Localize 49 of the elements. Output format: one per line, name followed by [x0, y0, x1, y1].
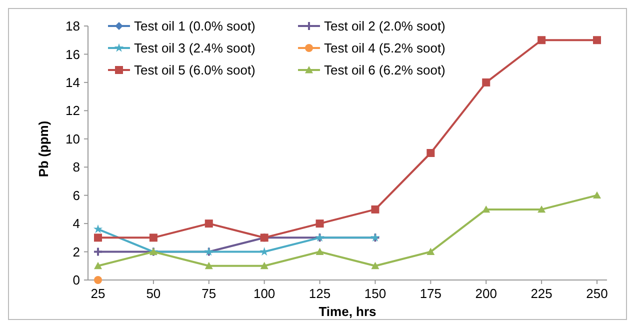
legend-label: Test oil 2 (2.0% soot) [324, 18, 446, 34]
x-tick-label: 175 [420, 286, 442, 301]
point [538, 36, 546, 44]
point [316, 248, 324, 255]
point [593, 191, 601, 199]
point [94, 234, 102, 242]
point [94, 248, 102, 256]
point [482, 78, 490, 86]
legend-label: Test oil 3 (2.4% soot) [134, 40, 256, 56]
y-tick-label: 0 [72, 272, 80, 288]
y-tick-label: 4 [72, 216, 80, 232]
y-axis-title: Pb (ppm) [36, 120, 51, 178]
y-tick-label: 18 [66, 18, 80, 34]
x-tick-label: 75 [202, 286, 216, 301]
x-tick-label: 200 [475, 286, 497, 301]
point [204, 262, 213, 270]
point [482, 205, 490, 213]
y-tick-label: 12 [66, 103, 80, 118]
y-tick-label: 8 [72, 160, 80, 175]
x-tick-label: 100 [253, 286, 276, 301]
x-tick-label: 25 [90, 286, 106, 301]
point [94, 262, 102, 270]
x-tick-label: 125 [308, 286, 331, 301]
y-tick-label: 16 [66, 46, 80, 62]
point [204, 220, 213, 228]
x-axis-title: Time, hrs [318, 304, 376, 319]
y-tick-label: 2 [72, 244, 80, 260]
point [260, 262, 268, 270]
y-tick-label: 6 [72, 188, 80, 203]
x-tick-label: 150 [364, 286, 386, 301]
legend-label: Test oil 4 (5.2% soot) [324, 40, 446, 56]
y-tick-label: 10 [66, 131, 80, 146]
legend-label: Test oil 5 (6.0% soot) [134, 62, 256, 78]
point [593, 36, 601, 44]
point [426, 149, 435, 157]
point [538, 205, 546, 213]
legend-label: Test oil 6 (6.2% soot) [324, 62, 446, 78]
point [371, 205, 380, 214]
legend-label: Test oil 1 (0.0% soot) [134, 18, 256, 34]
x-tick-label: 250 [586, 286, 608, 301]
point [94, 276, 102, 284]
point [426, 248, 435, 255]
point [316, 220, 324, 228]
point [149, 234, 158, 242]
point [93, 224, 103, 234]
point [371, 262, 380, 270]
x-tick-label: 225 [530, 286, 552, 301]
y-tick-label: 14 [66, 74, 80, 90]
x-tick-label: 50 [146, 286, 161, 301]
